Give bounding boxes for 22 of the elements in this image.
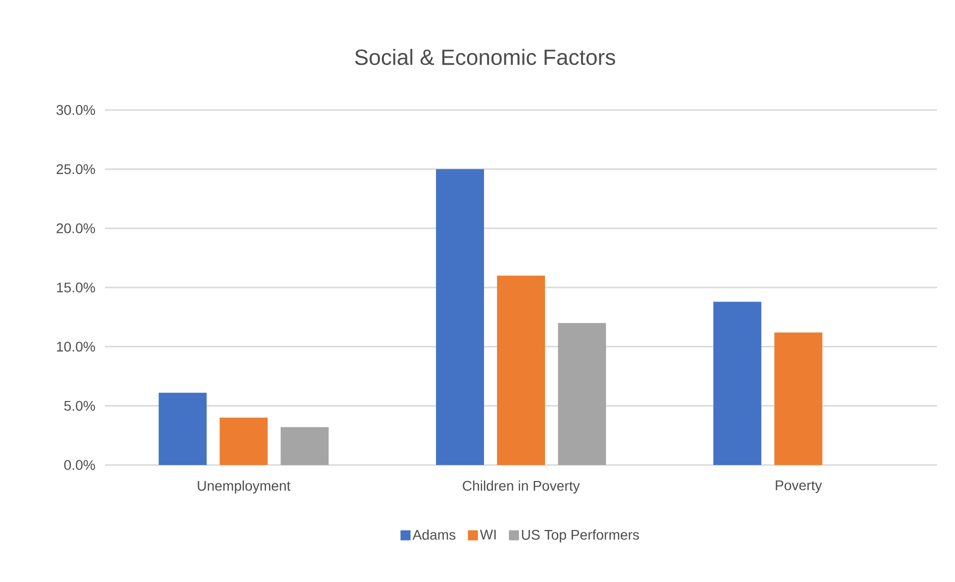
bar: [220, 418, 268, 465]
x-tick-label: Children in Poverty: [462, 480, 580, 494]
bar: [436, 169, 484, 465]
y-tick-label: 10.0%: [57, 342, 95, 352]
bar: [558, 322, 606, 465]
bar: [497, 276, 546, 465]
y-tick-label: 0.0%: [64, 460, 95, 470]
y-tick-label: 25.0%: [56, 164, 95, 174]
bar: [280, 427, 329, 465]
bar: [713, 302, 762, 465]
x-tick-label: Poverty: [776, 480, 822, 493]
y-tick-label: 30.0%: [56, 105, 95, 115]
y-tick-label: 5.0%: [64, 400, 95, 411]
legend-label: US Top Performers: [522, 530, 639, 543]
chart-title: Social & Economic Factors: [355, 48, 616, 66]
legend-label: Adams: [412, 530, 456, 540]
x-tick-label: Unemployment: [198, 480, 290, 494]
bar: [774, 332, 822, 465]
bar: [158, 392, 207, 465]
legend-label: WI: [480, 530, 496, 540]
y-tick-label: 15.0%: [57, 282, 95, 292]
y-tick-label: 20.0%: [56, 223, 95, 234]
